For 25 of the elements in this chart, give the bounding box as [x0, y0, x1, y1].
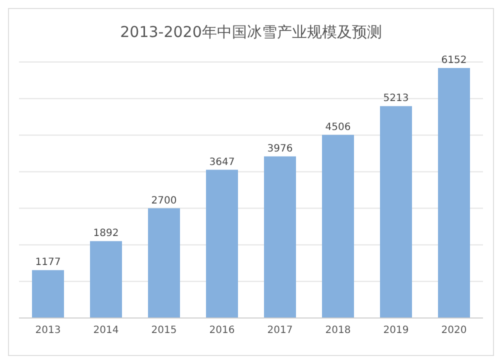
- data-label: 4506: [325, 122, 351, 133]
- bar: [148, 208, 180, 318]
- data-label: 1892: [93, 228, 119, 240]
- bar: [90, 241, 122, 318]
- data-label: 3647: [209, 156, 235, 168]
- data-label: 3976: [267, 143, 293, 154]
- bar: [264, 156, 296, 318]
- bar: [380, 106, 412, 318]
- bar: [206, 170, 238, 318]
- bar: [32, 270, 64, 318]
- x-tick-label: 2013: [35, 325, 61, 336]
- data-label: 5213: [383, 93, 409, 104]
- x-tick-label: 2015: [151, 325, 177, 336]
- x-tick-label: 2016: [209, 325, 235, 336]
- x-tick-label: 2018: [325, 325, 351, 336]
- x-tick-label: 2020: [441, 325, 467, 336]
- chart-title: 2013-2020年中国冰雪产业规模及预测: [119, 22, 383, 43]
- data-label: 1177: [35, 257, 61, 268]
- x-tick-label: 2017: [267, 325, 293, 336]
- bar: [438, 68, 470, 318]
- data-label: 6152: [441, 55, 467, 66]
- bar: [322, 134, 354, 318]
- x-tick-label: 2014: [93, 325, 119, 336]
- x-tick-label: 2019: [383, 325, 409, 336]
- data-label: 2700: [151, 195, 177, 206]
